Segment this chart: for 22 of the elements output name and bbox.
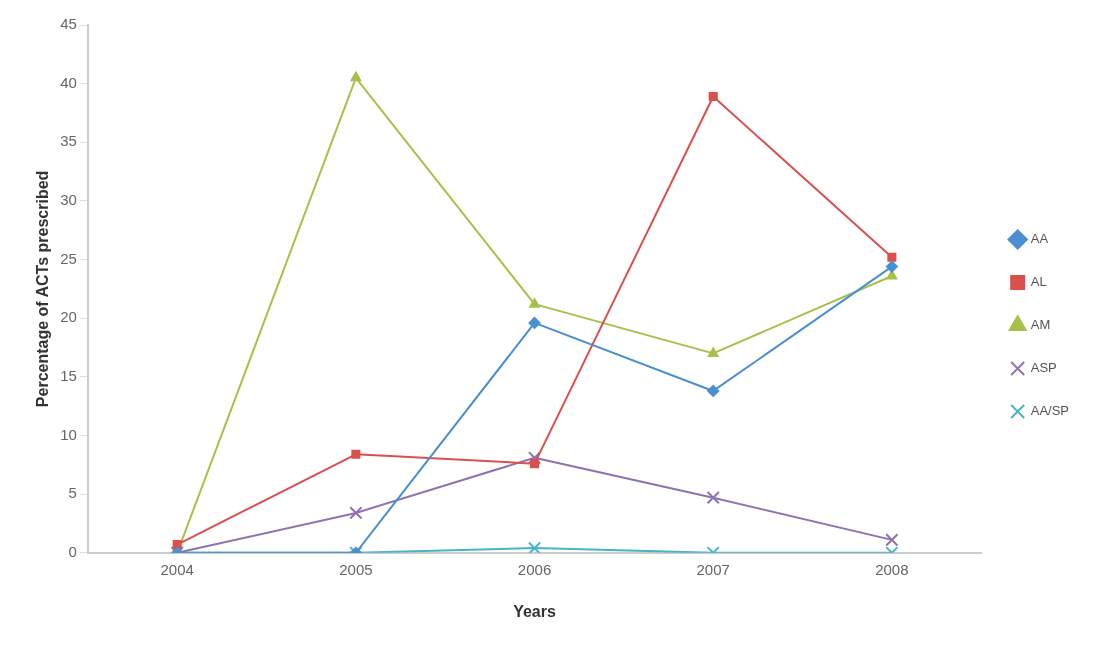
x-tick-label: 2005 — [339, 560, 373, 578]
y-tick-label: 30 — [60, 191, 77, 209]
y-tick-label: 0 — [68, 542, 77, 560]
x-tick-label: 2006 — [517, 560, 552, 578]
x-tick-label: 2007 — [696, 560, 730, 578]
legend-label: AA/SP — [1030, 403, 1069, 419]
legend-label: AM — [1030, 317, 1051, 333]
legend-label: ASP — [1030, 360, 1057, 376]
y-axis-title: Percentage of ACTs prescribed — [34, 170, 52, 408]
y-tick-label: 5 — [68, 484, 77, 502]
y-tick-label: 45 — [60, 15, 77, 33]
y-tick-label: 20 — [60, 308, 77, 326]
y-tick-label: 25 — [60, 249, 77, 267]
x-tick-label: 2004 — [160, 560, 194, 578]
y-tick-label: 40 — [60, 73, 77, 91]
x-axis-title: Years — [513, 602, 556, 620]
y-tick-label: 10 — [60, 425, 77, 443]
legend-label: AA — [1030, 231, 1049, 247]
y-tick-label: 35 — [60, 132, 77, 150]
legend-label: AL — [1030, 274, 1047, 290]
x-tick-label: 2008 — [875, 560, 909, 578]
y-tick-label: 15 — [60, 367, 77, 385]
